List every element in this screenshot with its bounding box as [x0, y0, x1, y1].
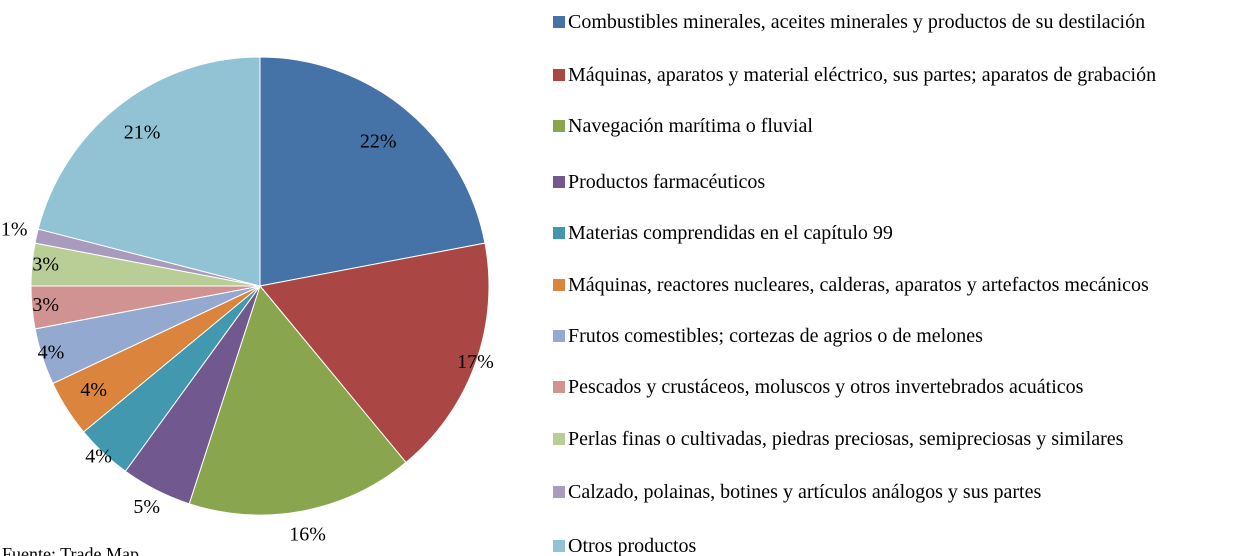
legend-label: Calzado, polainas, botines y artículos a…	[568, 481, 1042, 503]
data-label: 21%	[124, 122, 161, 144]
pie-slice	[259, 242, 490, 464]
data-label: 3%	[32, 253, 59, 275]
legend-item: Productos farmacéuticos	[553, 171, 1228, 193]
legend-swatch	[553, 16, 565, 28]
legend-swatch	[553, 486, 565, 498]
legend-swatch	[553, 227, 565, 239]
legend-swatch	[553, 330, 565, 342]
legend-item: Máquinas, reactores nucleares, calderas,…	[553, 274, 1228, 296]
pie-slice	[188, 284, 407, 516]
legend-item: Navegación marítima o fluvial	[553, 115, 1228, 137]
legend-swatch	[553, 120, 565, 132]
legend-item: Otros productos	[553, 535, 1228, 556]
legend-item: Frutos comestibles; cortezas de agrios o…	[553, 325, 1228, 347]
legend-label: Materias comprendidas en el capítulo 99	[568, 222, 893, 244]
legend-swatch	[553, 279, 565, 291]
data-label: 16%	[289, 523, 326, 545]
legend-item: Materias comprendidas en el capítulo 99	[553, 222, 1228, 244]
data-label: 4%	[80, 379, 107, 401]
legend-swatch	[553, 381, 565, 393]
pie-slice	[37, 56, 261, 287]
legend-label: Máquinas, aparatos y material eléctrico,…	[568, 64, 1157, 86]
legend-item: Perlas finas o cultivadas, piedras preci…	[553, 428, 1228, 450]
pie-slice	[259, 56, 486, 287]
legend-item: Combustibles minerales, aceites minerale…	[553, 11, 1228, 33]
data-label: 3%	[32, 294, 59, 316]
data-label: 5%	[133, 496, 160, 518]
legend-swatch	[553, 433, 565, 445]
data-label: 1%	[1, 219, 28, 241]
legend-swatch	[553, 176, 565, 188]
legend-label: Navegación marítima o fluvial	[568, 115, 813, 137]
legend-label: Pescados y crustáceos, moluscos y otros …	[568, 376, 1084, 398]
legend-label: Máquinas, reactores nucleares, calderas,…	[568, 274, 1149, 296]
legend-item: Pescados y crustáceos, moluscos y otros …	[553, 376, 1228, 398]
source: Fuente: Trade Map	[2, 544, 139, 556]
legend-swatch	[553, 69, 565, 81]
legend-item: Calzado, polainas, botines y artículos a…	[553, 481, 1228, 503]
legend-label: Perlas finas o cultivadas, piedras preci…	[568, 428, 1124, 450]
data-label: 4%	[38, 342, 65, 364]
legend-label: Otros productos	[568, 535, 697, 556]
data-label: 17%	[457, 351, 494, 373]
legend-item: Máquinas, aparatos y material eléctrico,…	[553, 64, 1228, 86]
data-label: 4%	[85, 446, 112, 468]
data-label: 22%	[360, 131, 397, 153]
legend-label: Productos farmacéuticos	[568, 171, 766, 193]
legend-label: Frutos comestibles; cortezas de agrios o…	[568, 325, 983, 347]
legend-swatch	[553, 540, 565, 552]
legend-label: Combustibles minerales, aceites minerale…	[568, 11, 1146, 33]
